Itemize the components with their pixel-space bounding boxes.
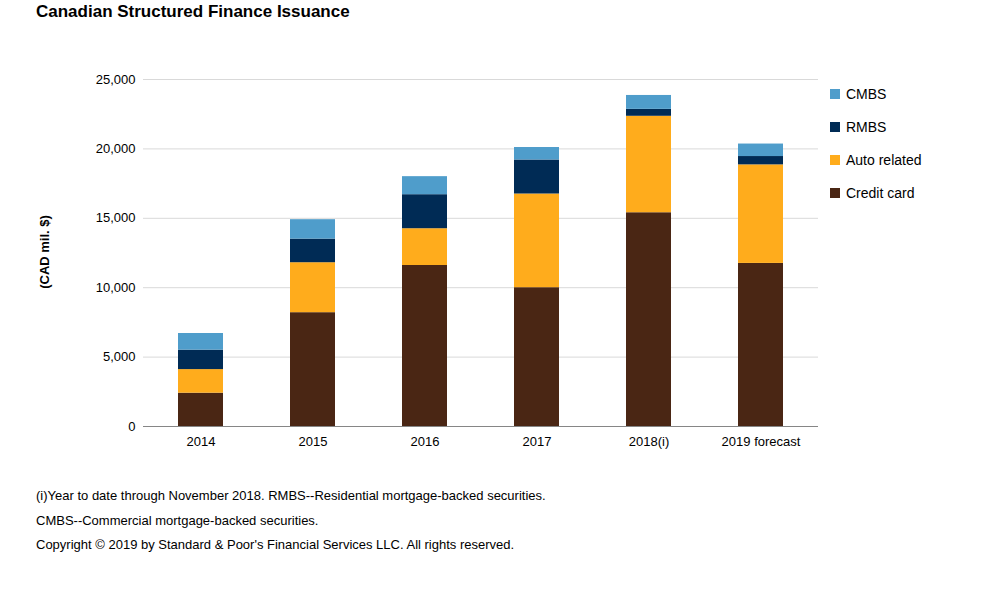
- svg-text:15,000: 15,000: [96, 210, 136, 225]
- svg-text:2016: 2016: [411, 434, 440, 449]
- svg-text:2018(i): 2018(i): [629, 434, 669, 449]
- svg-text:2017: 2017: [523, 434, 552, 449]
- svg-text:0: 0: [128, 419, 135, 434]
- html-text:(i)Year to date through Novemb: (i)Year to date through November 2018. R…: [36, 488, 546, 503]
- svg-text:10,000: 10,000: [96, 280, 136, 295]
- svg-text:2019 forecast: 2019 forecast: [722, 434, 801, 449]
- html-text:CMBS: CMBS: [846, 85, 887, 102]
- svg-text:2014: 2014: [187, 434, 216, 449]
- svg-text:20,000: 20,000: [96, 141, 136, 156]
- html-text:Credit card: Credit card: [846, 184, 915, 201]
- html-text:(CAD mil. $): (CAD mil. $): [36, 215, 52, 289]
- html-text:CMBS--Commercial mortgage-back: CMBS--Commercial mortgage-backed securit…: [36, 512, 319, 528]
- html-text:Copyright © 2019 by Standard &: Copyright © 2019 by Standard & Poor's Fi…: [36, 537, 515, 552]
- html-text:Auto related: Auto related: [846, 151, 922, 168]
- html-text:RMBS: RMBS: [846, 118, 887, 135]
- svg-text:2015: 2015: [299, 434, 328, 449]
- html-text:Canadian Structured Finance Is: Canadian Structured Finance Issuance: [36, 2, 350, 21]
- svg-text:5,000: 5,000: [103, 349, 136, 364]
- svg-text:25,000: 25,000: [96, 72, 136, 87]
